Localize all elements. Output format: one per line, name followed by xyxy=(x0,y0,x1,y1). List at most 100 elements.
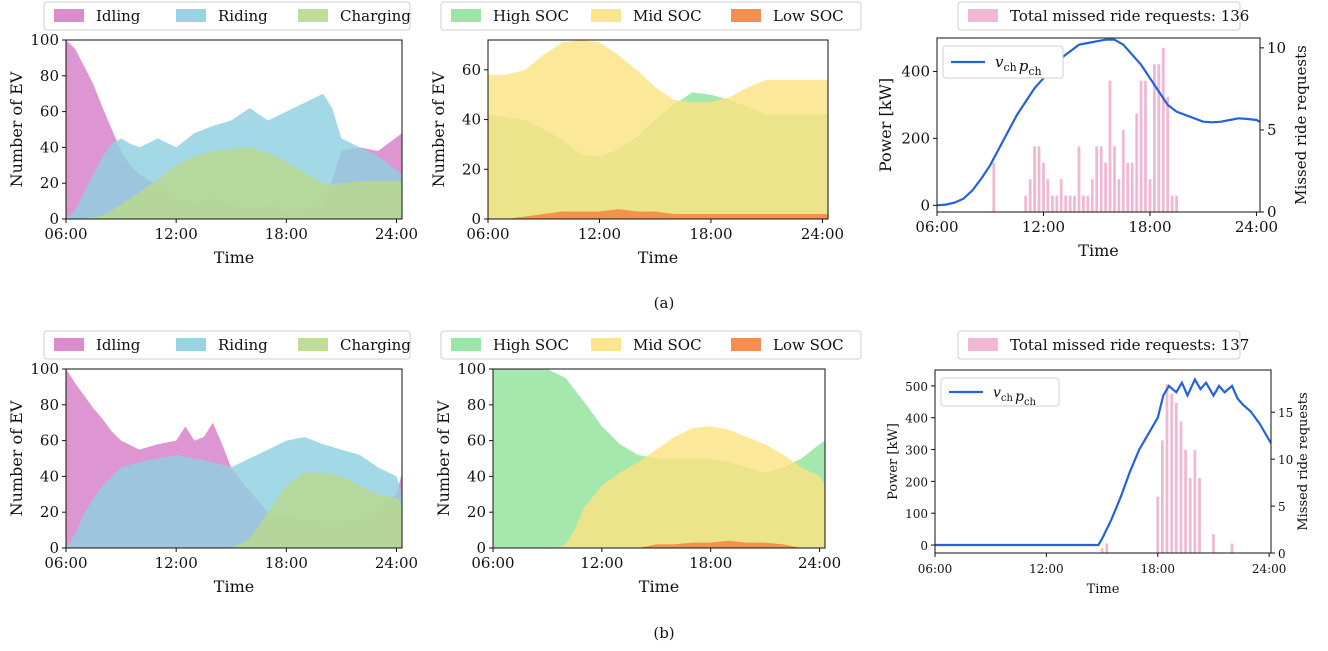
plot-frame xyxy=(487,39,829,220)
y-tick-label: 100 xyxy=(905,507,928,521)
y-tick-label: 0 xyxy=(920,539,928,553)
legend-label-missed-requests: Total missed ride requests: 136 xyxy=(1010,7,1249,25)
y2-tick-label: 5 xyxy=(1278,500,1286,514)
legend-swatch-low-soc xyxy=(731,338,761,351)
missed-requests-bar xyxy=(1148,179,1152,212)
power-line xyxy=(935,377,1271,547)
line-legend-box xyxy=(942,45,1064,79)
y-tick-label: 40 xyxy=(40,138,59,156)
missed-requests-bar xyxy=(1212,534,1215,553)
missed-requests-bar xyxy=(1130,162,1134,212)
y2-tick-label: 0 xyxy=(1278,547,1286,561)
x-axis-label: Time xyxy=(639,577,679,596)
plot-area xyxy=(66,40,402,219)
missed-requests-bar xyxy=(1068,195,1072,212)
missed-requests-bar xyxy=(1046,179,1050,212)
missed-requests-bar xyxy=(1090,179,1094,212)
missed-requests-bar xyxy=(1135,113,1139,212)
missed-requests-bar xyxy=(1108,80,1112,212)
area-series-mid-soc xyxy=(488,40,828,219)
legend-label-charging: Charging xyxy=(340,7,411,25)
figure-label-b: (b) xyxy=(653,624,674,642)
legend-swatch-idling xyxy=(54,338,84,351)
x-tick-label: 18:00 xyxy=(689,554,732,572)
area-series-low-soc xyxy=(493,540,825,548)
x-tick-label: 12:00 xyxy=(1022,218,1065,236)
legend-label-low-soc: Low SOC xyxy=(773,336,844,354)
missed-requests-bar xyxy=(1100,548,1104,553)
missed-requests-bar xyxy=(1144,80,1147,212)
y2-tick-label: 5 xyxy=(1267,121,1277,139)
y-tick-label: 200 xyxy=(901,129,930,147)
x-tick-label: 18:00 xyxy=(265,225,308,243)
line-legend-label: vch pch xyxy=(995,53,1042,78)
legend-swatch-high-soc xyxy=(451,9,481,22)
missed-requests-bar xyxy=(1161,47,1165,212)
legend-swatch-charging xyxy=(298,338,328,351)
plot-frame xyxy=(936,37,1261,213)
y-tick-label: 40 xyxy=(467,467,486,485)
chart-a-status: 06:00 12:00 18:00 24:00 0 20 40 60 80 100 Time Numb… xyxy=(7,1,418,267)
y-axis-label: Number of EV xyxy=(434,400,453,516)
x-tick-label: 12:00 xyxy=(578,225,621,243)
y2-tick-label: 10 xyxy=(1278,453,1293,467)
legend-box xyxy=(957,330,1241,360)
legend-swatch-riding xyxy=(176,338,206,351)
y-tick-label: 200 xyxy=(905,475,928,489)
y-tick-label: 60 xyxy=(40,432,59,450)
y-axis-label: Number of EV xyxy=(7,400,26,516)
plot-area xyxy=(488,40,828,219)
missed-requests-bar xyxy=(1055,195,1059,212)
legend-label-charging: Charging xyxy=(340,336,411,354)
missed-requests-bar xyxy=(1198,477,1201,553)
legend-label-missed-requests: Total missed ride requests: 137 xyxy=(1010,336,1249,354)
x-axis-label: Time xyxy=(1078,241,1118,260)
legend-swatch-missed-requests xyxy=(968,338,998,351)
chart-b-soc: 06:00 12:00 18:00 24:00 0 20 40 60 80 100 Time Numb… xyxy=(434,330,862,596)
y-tick-label: 80 xyxy=(467,396,486,414)
y-tick-label: 20 xyxy=(40,174,59,192)
x-tick-label: 12:00 xyxy=(580,554,623,572)
y-axis-label: Number of EV xyxy=(7,71,26,187)
x-tick-label: 24:00 xyxy=(375,225,418,243)
legend-swatch-mid-soc xyxy=(591,9,621,22)
plot-area xyxy=(66,369,402,548)
figure-label-a: (a) xyxy=(654,294,675,312)
y-tick-label: 0 xyxy=(49,539,59,557)
missed-requests-bar xyxy=(1059,179,1063,212)
x-tick-label: 06:00 xyxy=(471,554,514,572)
missed-requests-bar xyxy=(1139,80,1143,212)
legend-box xyxy=(957,1,1241,31)
legend-label-high-soc: High SOC xyxy=(493,336,569,354)
missed-requests-bar xyxy=(1082,195,1085,212)
area-series-charging xyxy=(66,147,402,219)
legend-swatch-idling xyxy=(54,9,84,22)
missed-requests-bar xyxy=(1099,146,1103,212)
missed-requests-bar xyxy=(1037,146,1041,212)
area-series-mid-soc xyxy=(493,426,825,548)
missed-requests-bar xyxy=(1174,402,1178,553)
chart-b-power: 0 5 10 15 Missed ride requests vch pch 06:00 12:… xyxy=(886,330,1311,597)
legend-label-mid-soc: Mid SOC xyxy=(633,7,702,25)
x-tick-label: 18:00 xyxy=(1140,562,1175,576)
y-tick-label: 60 xyxy=(40,103,59,121)
y-tick-label: 100 xyxy=(30,360,59,378)
x-tick-label: 12:00 xyxy=(1029,562,1064,576)
missed-requests-bar xyxy=(1105,543,1109,553)
missed-requests-bar xyxy=(1073,195,1076,212)
legend-label-idling: Idling xyxy=(96,7,141,25)
missed-requests-bar xyxy=(1156,496,1160,553)
y-axis-label: Power [kW] xyxy=(886,423,901,500)
missed-requests-bar xyxy=(1033,146,1036,212)
x-axis-label: Time xyxy=(214,248,254,267)
plot-frame xyxy=(65,39,403,220)
x-tick-label: 12:00 xyxy=(155,225,198,243)
area-series-low-soc xyxy=(488,209,828,219)
legend-swatch-mid-soc xyxy=(591,338,621,351)
x-tick-label: 18:00 xyxy=(265,554,308,572)
x-tick-label: 24:00 xyxy=(375,554,418,572)
legend-label-idling: Idling xyxy=(96,336,141,354)
legend-label-riding: Riding xyxy=(218,336,268,354)
missed-requests-bar xyxy=(1157,64,1161,212)
